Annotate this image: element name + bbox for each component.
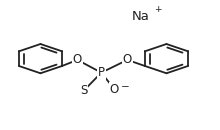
Text: −: − <box>121 82 130 92</box>
Text: +: + <box>154 5 162 14</box>
Text: O: O <box>123 53 132 66</box>
Text: P: P <box>98 66 105 79</box>
Text: S: S <box>80 84 88 97</box>
Text: Na: Na <box>132 10 150 23</box>
Text: O: O <box>73 53 82 66</box>
Text: O: O <box>110 83 119 96</box>
